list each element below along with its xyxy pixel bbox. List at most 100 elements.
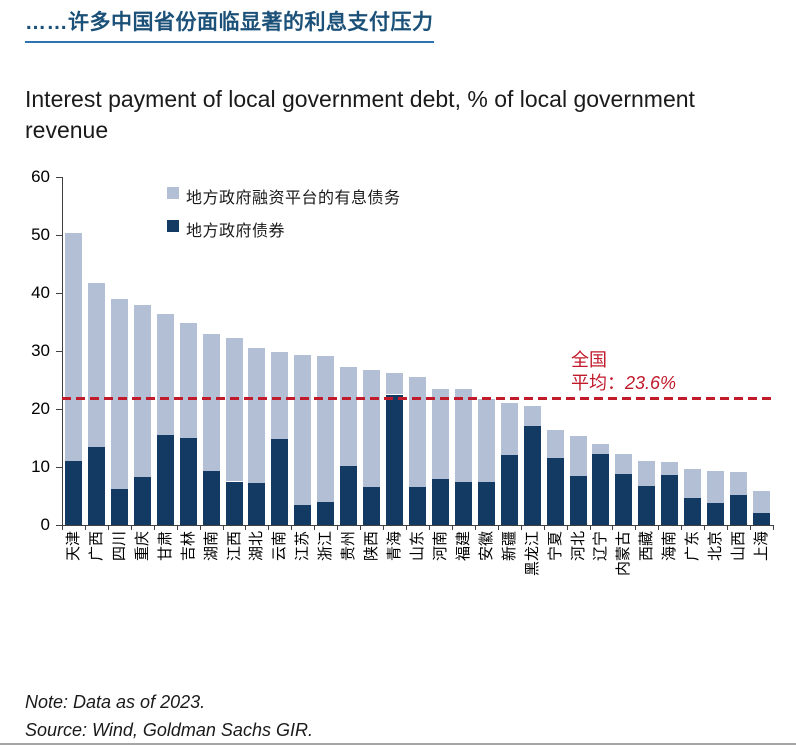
bar-segment-bond xyxy=(454,482,472,525)
bar-segment-lgfv xyxy=(500,403,518,455)
x-axis-tickmark xyxy=(497,525,499,530)
bar-segment-bond xyxy=(592,454,610,525)
x-axis-category-label: 湖南 xyxy=(202,531,220,562)
bar-segment-bond xyxy=(64,461,82,525)
bar-segment-lgfv xyxy=(64,232,82,462)
bar-segment-lgfv xyxy=(271,352,289,439)
x-axis-tickmark xyxy=(360,525,362,530)
avg-value: 23.6% xyxy=(625,373,677,393)
chart: 地方政府融资平台的有息债务 地方政府债券 全国 平均：23.6% 0 10 20 30… xyxy=(31,167,774,577)
x-axis-tickmark xyxy=(704,525,706,530)
bar-segment-bond xyxy=(363,486,381,525)
y-axis-tickmark xyxy=(56,525,62,526)
x-axis-category-label: 安徽 xyxy=(477,531,495,562)
x-axis-tickmark xyxy=(62,525,63,530)
bar-segment-bond xyxy=(409,486,426,525)
y-axis-tickmark xyxy=(56,235,62,236)
bar-segment-lgfv xyxy=(202,333,220,472)
bar-segment-bond xyxy=(179,438,197,525)
plot-area xyxy=(62,177,774,526)
avg-label-prefix: 平均： xyxy=(571,373,625,393)
bar-segment-bond xyxy=(87,447,105,525)
national-average-annotation: 全国 平均：23.6% xyxy=(571,349,676,395)
bar-segment-bond xyxy=(271,438,289,525)
x-axis-category-label: 上海 xyxy=(753,531,771,562)
x-axis-tickmark xyxy=(612,525,614,530)
bar-segment-bond xyxy=(317,501,335,525)
x-axis-category-label: 新疆 xyxy=(500,531,518,562)
x-axis-tickmark xyxy=(176,525,178,530)
y-axis-tick-label: 0 xyxy=(40,515,50,534)
x-axis-category-label: 黑龙江 xyxy=(523,531,541,577)
avg-label-line1: 全国 xyxy=(571,350,607,370)
x-axis-tickmark xyxy=(658,525,660,530)
y-axis-tick-label: 20 xyxy=(31,399,50,418)
x-axis-category-label: 浙江 xyxy=(317,531,335,562)
x-axis-category-label: 甘肃 xyxy=(156,531,174,562)
bar-segment-bond xyxy=(386,394,404,525)
x-axis-category-label: 广西 xyxy=(87,531,105,562)
y-axis-tickmark xyxy=(56,467,62,468)
bar-segment-lgfv xyxy=(409,377,426,487)
bar-segment-bond xyxy=(615,473,633,525)
x-axis-tickmark xyxy=(291,525,293,530)
bar-segment-lgfv xyxy=(431,388,449,479)
bar-segment-lgfv xyxy=(110,298,128,490)
legend-swatch-lgfv xyxy=(167,187,179,199)
x-axis-tickmark xyxy=(681,525,683,530)
x-axis-tickmark xyxy=(474,525,476,530)
x-axis-tickmark xyxy=(107,525,109,530)
x-axis-category-label: 青海 xyxy=(386,531,404,562)
bar-segment-bond xyxy=(638,485,656,525)
bar-segment-bond xyxy=(225,481,243,525)
x-axis-tickmark xyxy=(406,525,408,530)
y-axis-tick-label: 30 xyxy=(31,341,50,360)
bar-segment-lgfv xyxy=(477,398,495,483)
chart-subtitle: Interest payment of local government deb… xyxy=(25,86,695,143)
bar-segment-bond xyxy=(340,465,358,525)
x-axis-tickmark xyxy=(543,525,545,530)
y-axis-tick-label: 50 xyxy=(31,225,50,244)
x-axis-category-label: 陕西 xyxy=(363,531,381,562)
y-axis-tickmark xyxy=(56,293,62,294)
bar-segment-lgfv xyxy=(363,369,381,487)
legend-item-gov-bond: 地方政府债券 xyxy=(167,217,401,241)
bar-segment-bond xyxy=(569,475,587,525)
x-axis-category-label: 天津 xyxy=(64,531,82,562)
bar-segment-lgfv xyxy=(133,305,151,477)
x-axis-category-label: 福建 xyxy=(454,531,472,562)
x-axis-tickmark xyxy=(383,525,385,530)
footnotes: Note: Data as of 2023. Source: Wind, Gol… xyxy=(25,688,313,744)
bar-segment-lgfv xyxy=(753,490,771,513)
bar-segment-lgfv xyxy=(638,460,656,486)
bar-segment-lgfv xyxy=(156,313,174,435)
bar-segment-bond xyxy=(684,497,702,525)
bar-segment-lgfv xyxy=(225,337,243,482)
x-axis-tickmark xyxy=(153,525,155,530)
bottom-divider xyxy=(0,743,796,745)
x-axis-tickmark xyxy=(750,525,752,530)
bar-segment-lgfv xyxy=(684,468,702,498)
x-axis-category-label: 山西 xyxy=(730,531,748,562)
source-line: Source: Wind, Goldman Sachs GIR. xyxy=(25,720,313,740)
bar-segment-bond xyxy=(202,471,220,525)
bar-segment-lgfv xyxy=(294,355,312,506)
legend-label-lgfv: 地方政府融资平台的有息债务 xyxy=(186,190,401,207)
x-axis-tickmark xyxy=(222,525,224,530)
x-axis-category-label: 辽宁 xyxy=(592,531,610,562)
bar-segment-lgfv xyxy=(317,355,335,502)
legend-item-lgfv-debt: 地方政府融资平台的有息债务 xyxy=(167,184,401,208)
x-axis-category-label: 四川 xyxy=(110,531,128,562)
bar-segment-lgfv xyxy=(340,367,358,466)
bar-segment-lgfv xyxy=(661,462,679,475)
bar-segment-lgfv xyxy=(615,453,633,474)
x-axis-category-label: 贵州 xyxy=(340,531,358,562)
x-axis-category-label: 江西 xyxy=(225,531,243,562)
x-axis-tickmark xyxy=(337,525,339,530)
x-axis-tickmark xyxy=(84,525,86,530)
x-axis-category-label: 河北 xyxy=(569,531,587,562)
x-axis-tickmark xyxy=(314,525,316,530)
bar-segment-bond xyxy=(707,502,725,525)
bar-segment-lgfv xyxy=(248,348,266,483)
legend-label-bond: 地方政府债券 xyxy=(186,223,286,240)
